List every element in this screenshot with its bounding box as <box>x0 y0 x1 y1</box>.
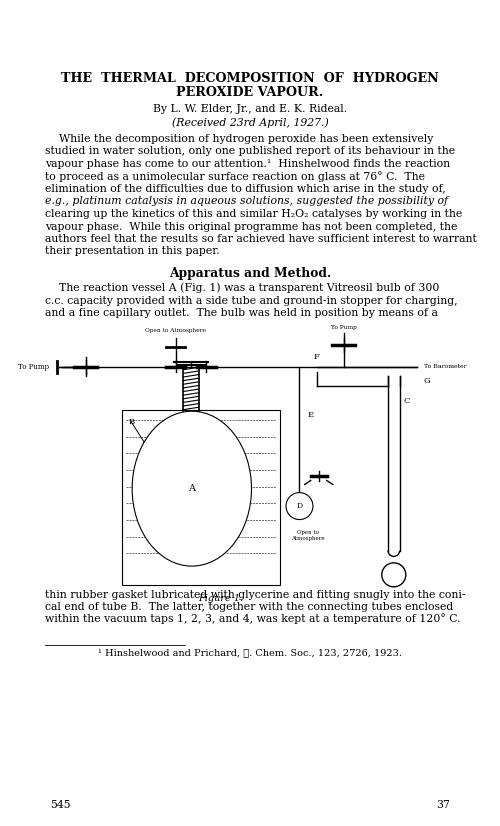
Text: Figure 1.: Figure 1. <box>198 594 243 603</box>
Text: and a fine capillary outlet.  The bulb was held in position by means of a: and a fine capillary outlet. The bulb wa… <box>45 308 438 318</box>
Text: c.c. capacity provided with a side tube and ground-in stopper for charging,: c.c. capacity provided with a side tube … <box>45 296 458 306</box>
Text: Open to Atmosphere: Open to Atmosphere <box>145 328 206 333</box>
Ellipse shape <box>132 411 252 566</box>
Text: The reaction vessel A (Fig. 1) was a transparent Vitreosil bulb of 300: The reaction vessel A (Fig. 1) was a tra… <box>45 282 440 293</box>
Text: A: A <box>188 484 196 493</box>
Text: within the vacuum taps 1, 2, 3, and 4, was kept at a temperature of 120° C.: within the vacuum taps 1, 2, 3, and 4, w… <box>45 614 461 624</box>
Text: To Pump: To Pump <box>18 363 49 371</box>
Text: vapour phase.  While this original programme has not been completed, the: vapour phase. While this original progra… <box>45 221 458 231</box>
Text: G: G <box>424 377 430 385</box>
Circle shape <box>382 563 406 586</box>
Text: To Barometer: To Barometer <box>424 364 467 369</box>
Text: elimination of the difficulties due to diffusion which arise in the study of,: elimination of the difficulties due to d… <box>45 184 446 194</box>
Text: (Received 23rd April, 1927.): (Received 23rd April, 1927.) <box>172 117 328 128</box>
Text: e.g., platinum catalysis in aqueous solutions, suggested the possibility of: e.g., platinum catalysis in aqueous solu… <box>45 197 448 206</box>
Text: D: D <box>296 502 302 510</box>
Text: studied in water solution, only one published report of its behaviour in the: studied in water solution, only one publ… <box>45 146 455 156</box>
Text: cal end of tube B.  The latter, together with the connecting tubes enclosed: cal end of tube B. The latter, together … <box>45 602 453 612</box>
Text: PEROXIDE VAPOUR.: PEROXIDE VAPOUR. <box>176 86 324 99</box>
Text: E: E <box>307 411 314 419</box>
Text: C: C <box>404 396 410 405</box>
Text: to proceed as a unimolecular surface reaction on glass at 76° C.  The: to proceed as a unimolecular surface rea… <box>45 171 425 182</box>
Text: ¹ Hinshelwood and Prichard, Ѧ. Chem. Soc., 123, 2726, 1923.: ¹ Hinshelwood and Prichard, Ѧ. Chem. Soc… <box>98 648 402 657</box>
Text: 37: 37 <box>436 800 450 810</box>
Text: authors feel that the results so far achieved have sufficient interest to warran: authors feel that the results so far ach… <box>45 234 477 244</box>
Text: By L. W. Elder, Jr., and E. K. Rideal.: By L. W. Elder, Jr., and E. K. Rideal. <box>153 104 347 114</box>
Text: vapour phase has come to our attention.¹  Hinshelwood finds the reaction: vapour phase has come to our attention.¹… <box>45 159 450 169</box>
Text: THE  THERMAL  DECOMPOSITION  OF  HYDROGEN: THE THERMAL DECOMPOSITION OF HYDROGEN <box>61 72 439 85</box>
Text: clearing up the kinetics of this and similar H₂O₂ catalyses by working in the: clearing up the kinetics of this and sim… <box>45 209 462 219</box>
Circle shape <box>286 492 313 520</box>
Text: While the decomposition of hydrogen peroxide has been extensively: While the decomposition of hydrogen pero… <box>45 134 434 144</box>
Text: To Pump: To Pump <box>331 325 356 330</box>
Text: 545: 545 <box>50 800 70 810</box>
Bar <box>122 411 280 585</box>
Text: thin rubber gasket lubricated with glycerine and fitting snugly into the coni-: thin rubber gasket lubricated with glyce… <box>45 590 466 600</box>
Text: Apparatus and Method.: Apparatus and Method. <box>169 267 331 280</box>
Text: their presentation in this paper.: their presentation in this paper. <box>45 246 220 257</box>
Text: F: F <box>314 353 320 361</box>
Text: Open to
Atmosphere: Open to Atmosphere <box>292 530 325 541</box>
Text: B: B <box>129 418 135 426</box>
